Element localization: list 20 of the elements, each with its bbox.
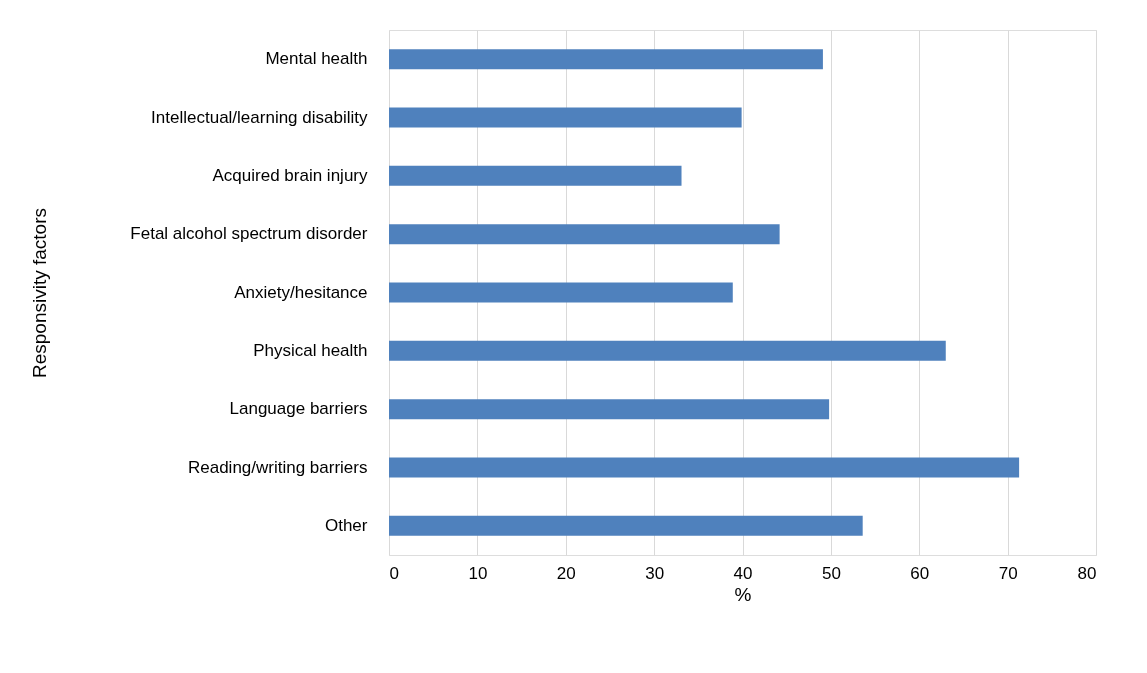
y-tick-label: Physical health [253,340,368,360]
y-tick-label: Mental health [265,49,368,69]
y-tick-label: Language barriers [229,399,368,419]
x-tick-label: 30 [645,563,665,583]
x-tick-label: 20 [556,563,576,583]
x-tick-label: 80 [1077,563,1097,583]
x-tick-label: 60 [910,563,930,583]
y-tick-label: Fetal alcohol spectrum disorder [130,224,368,244]
y-tick-label: Acquired brain injury [212,165,368,185]
x-tick-label: 40 [733,563,753,583]
y-tick-label: Anxiety/hesitance [234,282,368,302]
y-tick-label: Other [324,515,368,535]
y-tick-label: Reading/writing barriers [187,457,368,477]
x-tick-label: 50 [821,563,841,583]
x-tick-label: 70 [998,563,1018,583]
x-axis-title: % [734,583,752,605]
y-tick-label: Intellectual/learning disability [151,107,368,127]
x-tick-label: 0 [389,563,399,583]
x-tick-label: 10 [468,563,488,583]
y-axis-title: Responsivity factors [28,207,50,379]
